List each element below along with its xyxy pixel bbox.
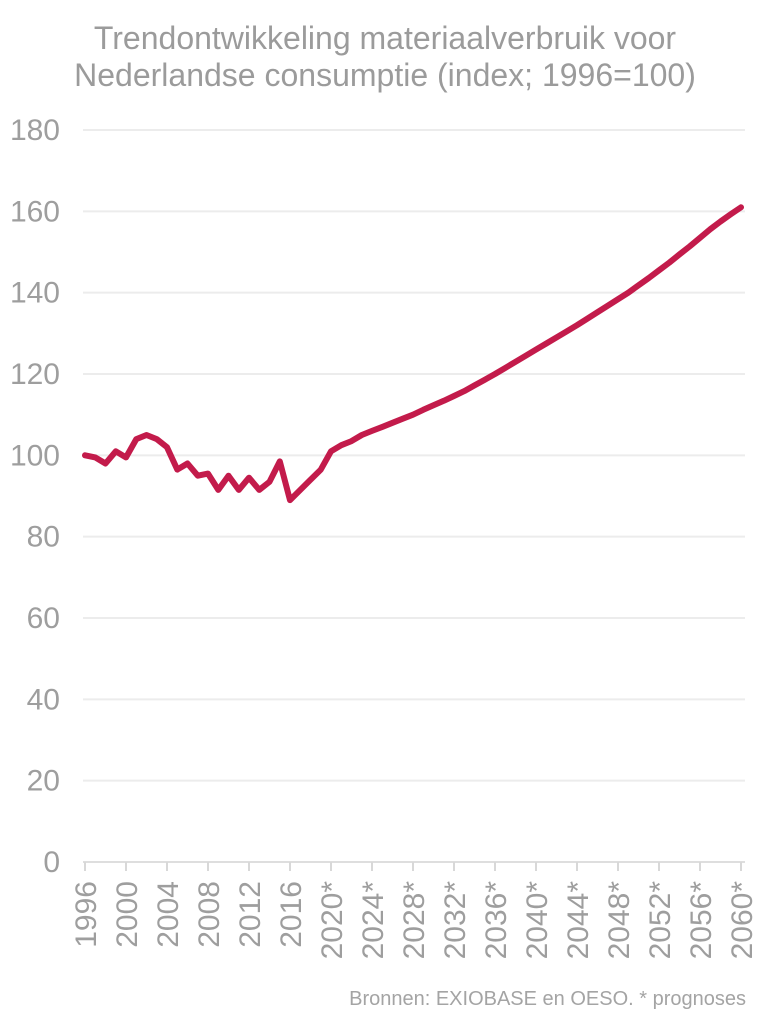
- y-axis-tick-label: 20: [27, 765, 60, 798]
- x-axis-tick-label: 2000: [111, 881, 144, 948]
- x-axis-tick-label: 2060*: [726, 881, 759, 960]
- x-axis-tick-label: 2056*: [685, 881, 718, 960]
- y-axis-tick-label: 180: [10, 114, 60, 147]
- x-axis-tick-label: 2012: [234, 881, 267, 948]
- y-axis-tick-label: 60: [27, 602, 60, 635]
- source-note: Bronnen: EXIOBASE en OESO. * prognoses: [349, 988, 746, 1010]
- x-axis-tick-label: 2032*: [439, 881, 472, 960]
- x-axis-tick-label: 2004: [152, 881, 185, 948]
- x-axis-tick-label: 2020*: [316, 881, 349, 960]
- data-line-series: [82, 204, 744, 504]
- y-axis-tick-label: 120: [10, 358, 60, 391]
- x-axis-tick-label: 2028*: [398, 881, 431, 960]
- x-axis-tick-label: 2008: [193, 881, 226, 948]
- y-axis-tick-label: 40: [27, 683, 60, 716]
- x-axis-tick-label: 2044*: [562, 881, 595, 960]
- y-axis-tick-label: 140: [10, 277, 60, 310]
- y-axis-tick-label: 100: [10, 439, 60, 472]
- chart-title-line2: Nederlandse consumptie (index; 1996=100): [74, 57, 696, 94]
- chart-title-line1: Trendontwikkeling materiaalverbruik voor: [93, 20, 677, 56]
- x-axis-tick-label: 2040*: [521, 881, 554, 960]
- x-axis-tick-label: 2024*: [357, 881, 390, 960]
- x-axis-tick-label: 2048*: [603, 881, 636, 960]
- x-axis-tick-label: 1996: [70, 881, 103, 948]
- chart-title: Trendontwikkeling materiaalverbruik voor…: [0, 20, 770, 94]
- y-axis-tick-label: 80: [27, 521, 60, 554]
- x-axis-tick-label: 2016: [275, 881, 308, 948]
- y-axis-tick-label: 160: [10, 195, 60, 228]
- y-axis-tick-label: 0: [43, 846, 60, 879]
- x-axis-tick-label: 2036*: [480, 881, 513, 960]
- x-axis-tick-label: 2052*: [644, 881, 677, 960]
